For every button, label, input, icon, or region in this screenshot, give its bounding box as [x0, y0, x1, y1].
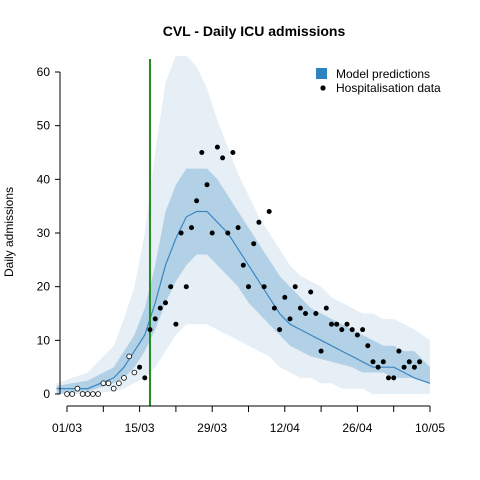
data-point — [277, 327, 283, 333]
data-point — [391, 375, 397, 381]
data-point — [344, 321, 350, 327]
data-point-open — [79, 391, 86, 397]
data-point — [406, 359, 412, 365]
axes: 0 10 20 30 40 50 60 01/03 15/03 29/03 12/04 26/04 10… — [37, 65, 446, 435]
data-point — [334, 321, 340, 327]
data-point — [251, 241, 257, 247]
data-point-open — [110, 385, 117, 392]
y-tick-label: 40 — [37, 172, 51, 186]
data-point — [168, 284, 174, 290]
legend: Model predictions Hospitalisation data — [316, 67, 441, 95]
data-point — [308, 289, 314, 295]
data-point — [199, 149, 205, 155]
data-point — [214, 144, 220, 150]
data-point — [147, 327, 153, 333]
data-point — [323, 305, 329, 311]
data-point-open — [64, 391, 70, 397]
x-tick-label: 15/03 — [125, 421, 155, 435]
data-point — [194, 198, 200, 204]
data-point — [313, 310, 319, 316]
y-tick-label: 50 — [37, 119, 51, 133]
data-point — [235, 225, 241, 231]
data-point — [302, 310, 308, 316]
data-point-open — [116, 380, 122, 387]
median-line-group — [56, 210, 431, 390]
y-tick-label: 10 — [37, 333, 51, 347]
data-point — [261, 284, 267, 290]
data-point — [271, 305, 277, 311]
legend-data-label: Hospitalisation data — [336, 81, 441, 95]
data-point — [349, 327, 355, 333]
data-point-open — [90, 391, 96, 397]
data-point — [417, 359, 423, 365]
data-point — [225, 230, 231, 236]
data-point-open — [131, 369, 138, 376]
legend-model-label: Model predictions — [336, 67, 430, 81]
data-point — [292, 284, 298, 290]
data-point-open — [121, 375, 127, 381]
data-point — [328, 321, 334, 327]
data-point-open — [105, 380, 112, 387]
data-point — [396, 348, 402, 354]
data-point-open — [95, 391, 101, 397]
data-point — [173, 321, 179, 327]
x-tick-label: 01/03 — [52, 421, 82, 435]
data-point — [204, 182, 210, 188]
data-point — [245, 284, 251, 290]
y-tick-label: 0 — [43, 387, 50, 401]
data-point — [256, 219, 262, 225]
data-point — [162, 300, 168, 306]
data-point — [240, 262, 246, 268]
data-point — [411, 364, 417, 370]
data-point — [137, 364, 143, 370]
x-tick-label: 29/03 — [197, 421, 227, 435]
data-point — [318, 348, 324, 354]
data-point — [157, 305, 163, 311]
data-point-open — [126, 353, 132, 360]
y-tick-label: 60 — [37, 65, 51, 79]
data-point — [152, 316, 158, 322]
data-point — [188, 225, 194, 231]
data-point — [385, 375, 391, 381]
x-tick-label: 12/04 — [270, 421, 300, 435]
y-tick-label: 30 — [37, 226, 51, 240]
data-point-open — [74, 385, 81, 392]
data-point — [282, 294, 288, 300]
data-point — [178, 230, 184, 236]
data-point — [401, 364, 407, 370]
data-point — [220, 155, 226, 161]
x-tick-label: 26/04 — [342, 421, 372, 435]
data-points — [64, 144, 423, 397]
data-point-open — [69, 391, 75, 397]
y-axis-label: Daily admissions — [2, 187, 16, 277]
data-point — [365, 343, 371, 349]
data-point-open — [100, 380, 107, 387]
data-point — [375, 364, 381, 370]
data-point — [209, 230, 215, 236]
data-point — [370, 359, 376, 365]
data-point — [266, 208, 272, 214]
data-point — [142, 375, 148, 381]
median-prediction-line — [56, 210, 431, 390]
x-tick-label: 10/05 — [415, 421, 445, 435]
data-point — [230, 149, 236, 155]
data-point — [183, 284, 189, 290]
data-point — [297, 305, 303, 311]
data-point — [360, 327, 366, 333]
data-point — [354, 332, 360, 338]
legend-data-marker — [320, 85, 326, 91]
data-point — [287, 316, 293, 322]
legend-model-swatch — [316, 68, 327, 79]
data-point — [380, 359, 386, 365]
data-point-open — [84, 391, 91, 397]
data-point — [339, 327, 345, 333]
y-tick-label: 20 — [37, 280, 51, 294]
chart-title: CVL - Daily ICU admissions — [163, 23, 346, 39]
